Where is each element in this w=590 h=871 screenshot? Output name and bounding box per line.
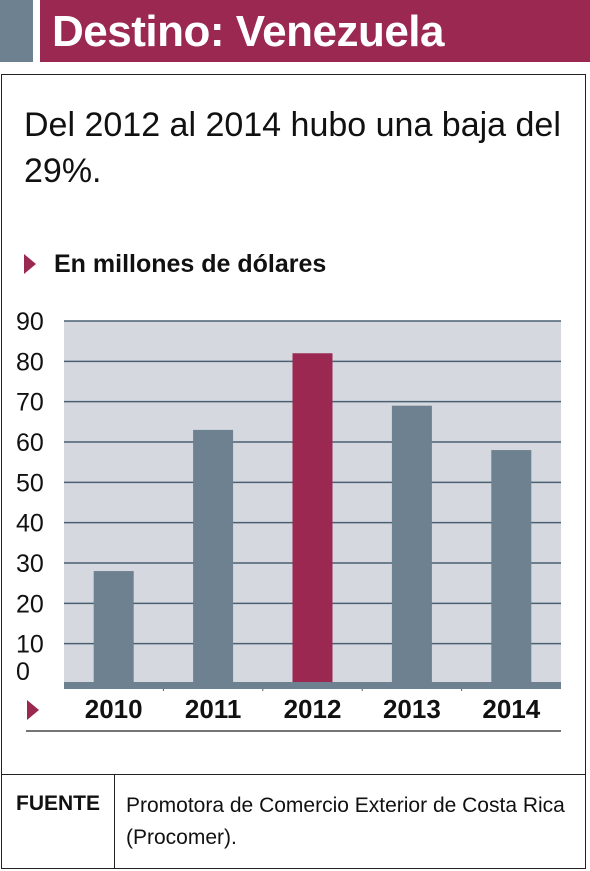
footer-divider bbox=[1, 774, 586, 775]
x-tick-label: 2013 bbox=[383, 694, 441, 724]
chart-panel bbox=[1, 74, 586, 869]
y-tick-label: 90 bbox=[16, 308, 44, 336]
footer-separator bbox=[114, 775, 115, 869]
source-text: Promotora de Comercio Exterior de Costa … bbox=[126, 794, 565, 849]
x-tick-label: 2010 bbox=[85, 694, 143, 724]
x-tick-label: 2011 bbox=[185, 694, 241, 724]
bar bbox=[193, 429, 234, 684]
unit-row: En millones de dólares bbox=[24, 246, 326, 282]
y-tick-label: 70 bbox=[16, 389, 44, 417]
y-tick-label: 30 bbox=[16, 550, 44, 578]
y-tick-label: 50 bbox=[16, 469, 44, 497]
y-tick-label: 10 bbox=[16, 631, 44, 659]
y-tick-label: 0 bbox=[16, 658, 30, 686]
arrow-right-icon bbox=[24, 254, 36, 274]
x-tick-label: 2014 bbox=[482, 694, 540, 724]
x-tick-label: 2012 bbox=[284, 694, 342, 724]
page-title: Destino: Venezuela bbox=[52, 7, 445, 56]
header-accent-block bbox=[0, 0, 33, 62]
bar bbox=[391, 405, 432, 684]
header-bar bbox=[40, 0, 590, 62]
y-tick-label: 20 bbox=[16, 590, 44, 618]
header: Destino: Venezuela bbox=[0, 0, 590, 64]
x-axis-baseline bbox=[64, 682, 561, 689]
arrow-right-icon bbox=[27, 700, 39, 720]
bar bbox=[93, 571, 134, 684]
y-tick-label: 60 bbox=[16, 429, 44, 457]
chart-subtitle: Del 2012 al 2014 hubo una baja del 29%. bbox=[24, 106, 561, 190]
source-label: FUENTE bbox=[16, 792, 100, 815]
y-tick-label: 80 bbox=[16, 348, 44, 376]
bar bbox=[491, 450, 532, 684]
unit-label: En millones de dólares bbox=[54, 249, 327, 278]
bar bbox=[292, 353, 333, 684]
y-tick-label: 40 bbox=[16, 510, 44, 538]
bar-chart: 010 20 30 40 50 60 70 80 90 2010 2011 2012 2013 2014 bbox=[16, 308, 561, 732]
